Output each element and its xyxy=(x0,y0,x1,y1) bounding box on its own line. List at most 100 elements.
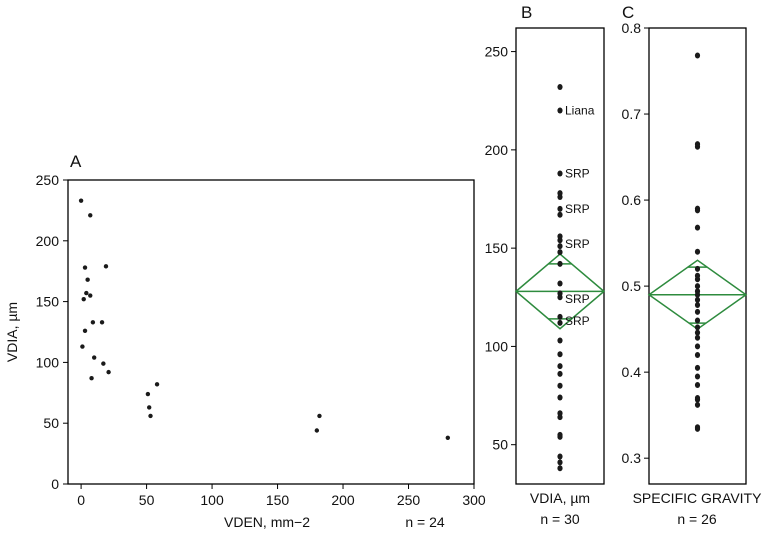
a-ytick-label: 50 xyxy=(43,415,59,431)
b-data-point xyxy=(557,83,563,90)
a-data-point xyxy=(147,405,152,410)
a-data-point xyxy=(90,320,96,325)
c-data-point xyxy=(694,308,701,315)
a-ytick-label: 150 xyxy=(36,294,60,310)
b-data-point xyxy=(557,260,563,267)
panel-b-n: n = 30 xyxy=(540,511,580,527)
a-data-point xyxy=(148,413,153,419)
a-data-point xyxy=(91,355,97,360)
a-data-point xyxy=(99,320,105,325)
b-ytick-label: 100 xyxy=(485,338,509,354)
panel-a-scatter: A 0 50 100 150 200 250 0 50 100 150 200 250 300 VDIA… xyxy=(4,152,486,530)
b-data-point xyxy=(557,453,563,460)
b-data-point xyxy=(557,237,563,244)
a-data-point xyxy=(314,428,320,433)
a-data-point xyxy=(89,376,94,381)
c-ytick-label: 0.5 xyxy=(622,278,642,294)
b-annotation: SRP xyxy=(565,314,590,328)
b-data-point xyxy=(557,249,563,256)
c-data-point xyxy=(694,343,701,350)
c-data-point xyxy=(694,248,701,255)
c-data-point xyxy=(694,334,701,341)
a-xtick-label: 200 xyxy=(331,492,355,508)
panel-letter-a: A xyxy=(70,152,82,171)
b-ytick-label: 50 xyxy=(492,437,508,453)
c-data-point xyxy=(694,317,701,324)
a-data-point xyxy=(82,265,88,270)
a-xtick-label: 100 xyxy=(200,492,224,508)
b-data-point xyxy=(557,363,563,370)
b-annotation: Liana xyxy=(565,104,595,118)
panel-a-n: n = 24 xyxy=(405,514,445,530)
c-ytick-label: 0.6 xyxy=(622,192,642,208)
c-data-point xyxy=(694,143,701,150)
b-data-point xyxy=(557,243,563,250)
c-data-point xyxy=(694,329,701,336)
a-ytick-label: 250 xyxy=(36,172,60,188)
a-ytick-label: 200 xyxy=(36,233,60,249)
a-data-point xyxy=(81,296,86,302)
c-data-point xyxy=(694,52,701,59)
c-data-point xyxy=(694,373,701,380)
a-data-point xyxy=(80,344,85,349)
a-xtick-label: 0 xyxy=(77,492,85,508)
b-data-point xyxy=(557,205,563,212)
a-data-point xyxy=(103,264,109,269)
b-ytick-label: 200 xyxy=(485,142,509,158)
a-data-point xyxy=(88,293,93,298)
c-ytick-label: 0.3 xyxy=(622,450,642,466)
b-annotation: SRP xyxy=(565,237,590,251)
c-ytick-label: 0.8 xyxy=(622,20,642,36)
c-data-point xyxy=(694,425,701,432)
b-data-point xyxy=(557,294,563,301)
b-data-point xyxy=(557,194,563,201)
panel-c-xlabel: SPECIFIC GRAVITY xyxy=(633,490,763,506)
panel-b-xlabel: VDIA, µm xyxy=(530,490,590,506)
a-ytick-label: 0 xyxy=(51,476,59,492)
c-data-point xyxy=(694,401,701,408)
c-ytick-label: 0.7 xyxy=(622,106,642,122)
c-data-point xyxy=(694,364,701,371)
b-data-point xyxy=(557,370,563,377)
b-data-point xyxy=(557,280,563,287)
b-ytick-label: 150 xyxy=(485,240,509,256)
a-data-point xyxy=(84,290,89,296)
a-xtick-label: 300 xyxy=(462,492,486,508)
a-data-point xyxy=(106,369,111,375)
b-data-point xyxy=(557,382,563,389)
a-data-point xyxy=(154,382,160,387)
b-annotation: SRP xyxy=(565,292,590,306)
panel-c-n: n = 26 xyxy=(677,511,717,527)
panel-a-frame xyxy=(67,179,475,485)
panel-a-xlabel: VDEN, mm−2 xyxy=(224,514,310,530)
c-data-point xyxy=(694,382,701,389)
b-data-point xyxy=(557,313,563,320)
panel-letter-b: B xyxy=(521,3,532,22)
panel-a-ylabel: VDIA, µm xyxy=(4,302,20,362)
b-data-point xyxy=(557,433,563,440)
a-xtick-label: 150 xyxy=(266,492,290,508)
c-data-point xyxy=(694,396,701,403)
a-data-point xyxy=(78,198,84,203)
b-ytick-label: 250 xyxy=(485,44,509,60)
c-data-point xyxy=(694,207,701,214)
b-data-point xyxy=(557,465,563,472)
b-data-point xyxy=(557,211,563,218)
c-data-point xyxy=(694,276,701,283)
a-xtick-label: 250 xyxy=(397,492,421,508)
b-data-point xyxy=(557,170,563,177)
a-data-point xyxy=(101,361,106,366)
c-data-point xyxy=(694,291,701,298)
c-ytick-label: 0.4 xyxy=(622,364,642,380)
panel-b-frame xyxy=(515,27,605,485)
panel-b-dotplot: B 50 100 150 200 250 Liana SRP SRP SRP SRP SRP VD… xyxy=(485,3,606,527)
c-data-point xyxy=(694,324,701,331)
b-data-point xyxy=(557,459,563,466)
b-data-point xyxy=(557,351,563,358)
a-data-point xyxy=(145,391,151,397)
b-annotation: SRP xyxy=(565,166,590,180)
b-annotation: SRP xyxy=(565,202,590,216)
c-data-point xyxy=(694,351,701,358)
panel-c-frame xyxy=(648,27,747,485)
